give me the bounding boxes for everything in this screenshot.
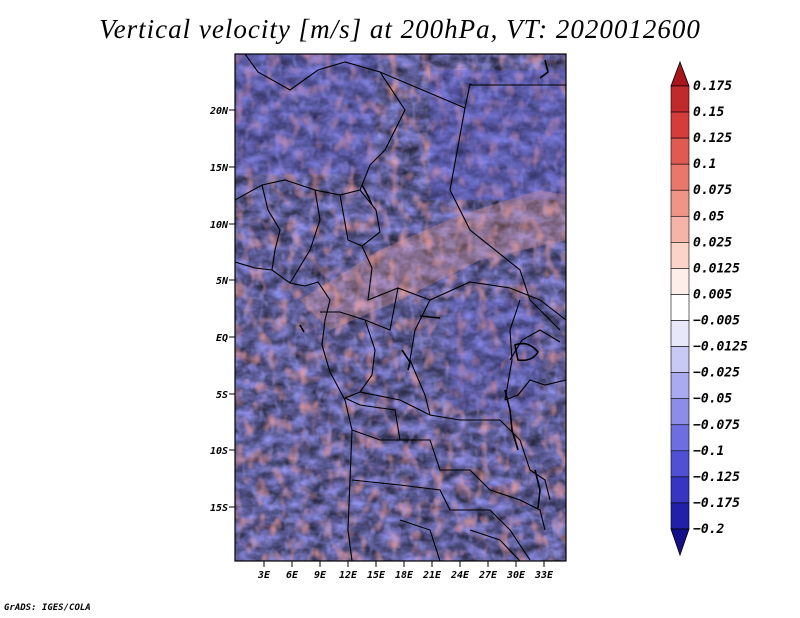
lat-label-15n: 15N (210, 163, 229, 174)
lat-label-5n: 5N (216, 276, 229, 287)
colorbar-cell (670, 372, 690, 400)
colorbar-label: 0.125 (693, 131, 732, 146)
lon-label-15e: 15E (367, 570, 386, 581)
colorbar-label: −0.1 (693, 444, 724, 459)
colorbar-cells (670, 85, 690, 530)
lat-label-10n: 10N (210, 220, 229, 231)
lat-label-15s: 15S (210, 503, 228, 514)
colorbar-bottom-arrow (670, 528, 690, 557)
colorbar-cell (670, 398, 690, 426)
colorbar-label: −0.175 (693, 496, 740, 511)
grads-credit: GrADS: IGES/COLA (4, 603, 91, 613)
colorbar-label: 0.1 (693, 157, 716, 172)
map-frame (234, 53, 567, 562)
colorbar: 0.175 0.15 0.125 0.1 0.075 0.05 0.025 0.0125 0.0… (670, 60, 748, 557)
lat-label-10s: 10S (210, 446, 228, 457)
lon-label-3e: 3E (257, 570, 271, 581)
colorbar-label: −0.2 (693, 522, 724, 537)
colorbar-cell (670, 346, 690, 373)
lon-label-27e: 27E (478, 570, 498, 581)
colorbar-cell (670, 189, 690, 217)
lat-ticks (229, 109, 235, 508)
lat-label-eq: EQ (216, 333, 228, 344)
colorbar-cell (670, 242, 690, 269)
colorbar-cell (670, 163, 690, 191)
colorbar-label: −0.0125 (693, 340, 748, 355)
colorbar-label: 0.0125 (693, 261, 740, 276)
lon-label-12e: 12E (339, 570, 358, 581)
lake-malawi (534, 469, 541, 509)
colorbar-cell (670, 424, 690, 452)
lakes-rivers (299, 59, 549, 509)
colorbar-cell (670, 450, 690, 478)
colorbar-label: 0.075 (693, 183, 732, 198)
colorbar-cell (670, 502, 690, 530)
colorbar-label: −0.075 (693, 418, 740, 433)
colorbar-cell (670, 111, 690, 139)
colorbar-label: 0.05 (693, 209, 724, 224)
colorbar-label: −0.005 (693, 314, 740, 329)
country-borders (235, 54, 566, 561)
colorbar-cell (670, 476, 690, 504)
lake-chad (361, 184, 373, 206)
colorbar-labels: 0.175 0.15 0.125 0.1 0.075 0.05 0.025 0.0125 0.0… (693, 79, 748, 537)
lon-label-24e: 24E (450, 570, 470, 581)
lon-label-18e: 18E (395, 570, 414, 581)
colorbar-label: −0.125 (693, 470, 740, 485)
colorbar-label: −0.05 (693, 392, 732, 407)
lake-victoria (514, 342, 539, 362)
colorbar-label: −0.025 (693, 366, 740, 381)
colorbar-cell (670, 268, 690, 295)
lon-label-33e: 33E (534, 570, 554, 581)
lon-label-6e: 6E (286, 570, 299, 581)
lat-label-20n: 20N (209, 106, 229, 117)
lon-label-9e: 9E (314, 570, 327, 581)
lon-ticks (263, 561, 545, 567)
congo-river (401, 349, 411, 371)
lake-tanganyika (504, 389, 519, 451)
nile-river (539, 59, 549, 79)
lat-label-5s: 5S (216, 390, 228, 401)
lon-label-30e: 30E (506, 570, 526, 581)
chart-title: Vertical velocity [m/s] at 200hPa, VT: 2… (99, 14, 701, 44)
colorbar-label: 0.15 (693, 105, 724, 120)
colorbar-cell (670, 215, 690, 243)
colorbar-cell (670, 137, 690, 165)
colorbar-label: 0.175 (693, 79, 732, 94)
colorbar-cell (670, 85, 690, 113)
colorbar-label: 0.005 (693, 287, 732, 302)
lon-label-21e: 21E (422, 570, 442, 581)
colorbar-top-arrow (670, 60, 690, 87)
colorbar-cell (670, 320, 690, 347)
velocity-field (235, 54, 566, 561)
colorbar-label: 0.025 (693, 235, 732, 250)
colorbar-cell (670, 294, 690, 321)
